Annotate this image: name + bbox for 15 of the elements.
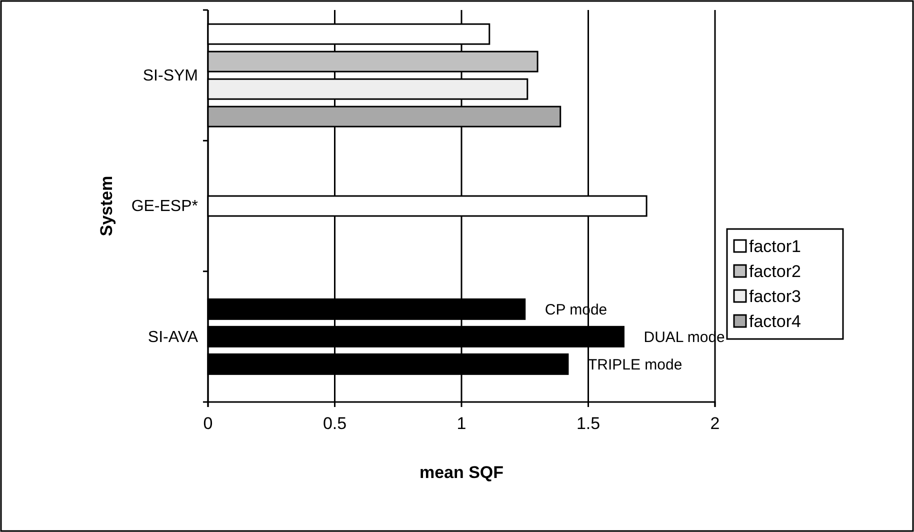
x-axis-title: mean SQF: [419, 463, 504, 482]
legend-label: factor2: [749, 262, 801, 281]
x-tick-label: 2: [710, 414, 720, 434]
x-tick-label: 0.5: [322, 414, 347, 434]
legend-label: factor1: [749, 236, 801, 256]
legend-label: factor4: [749, 312, 801, 331]
annotation: TRIPLE mode: [588, 356, 682, 374]
x-tick-label: 0: [203, 414, 213, 434]
y-tick-label: SI-AVA: [148, 328, 198, 346]
y-axis-title: System: [97, 176, 116, 236]
y-tick-label: SI-SYM: [142, 67, 198, 84]
x-tick-label: 1: [456, 414, 466, 434]
y-tick-label: GE-ESP*: [131, 198, 198, 216]
x-tick-label: 1.5: [576, 414, 600, 434]
legend-label: factor3: [749, 286, 801, 306]
